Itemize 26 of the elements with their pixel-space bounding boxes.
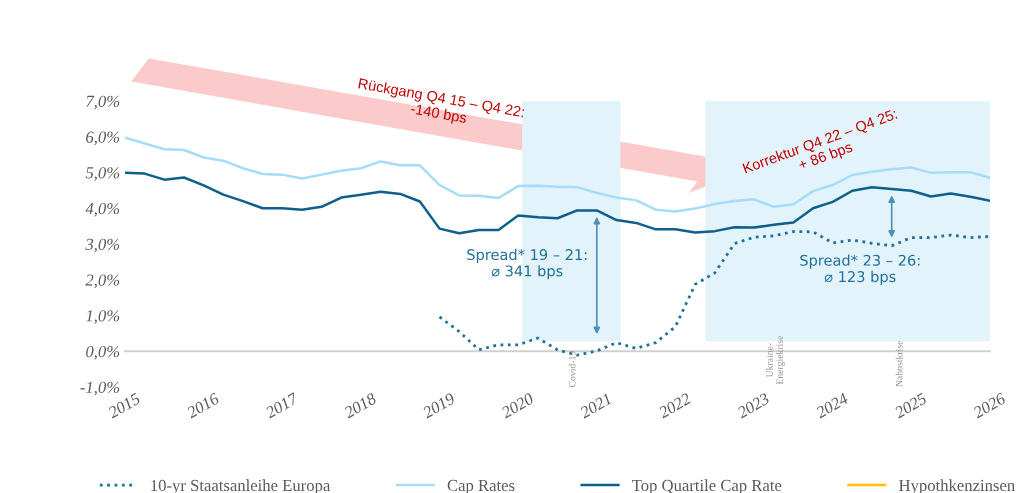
x-tick-label: 2020 <box>500 392 535 419</box>
x-tick-label: 2023 <box>736 392 771 419</box>
x-tick-label: 2017 <box>264 391 300 419</box>
annotation: Nahostkrise <box>895 340 903 387</box>
y-tick-label: 2,0% <box>85 274 120 289</box>
x-tick-label: 2021 <box>578 393 612 419</box>
x-tick-label: 2022 <box>657 392 692 419</box>
y-tick-label: 3,0% <box>85 238 120 253</box>
annotation: Ukraine- Energiekrise <box>765 335 785 385</box>
x-tick-label: 2019 <box>421 392 456 419</box>
x-tick-label: 2024 <box>814 392 849 419</box>
y-tick-label: 5,0% <box>85 167 120 181</box>
annotation: Covid-19 <box>568 351 576 388</box>
y-tick-label: 6,0% <box>86 131 120 146</box>
y-tick-label: 0,0% <box>86 345 120 360</box>
x-tick-label: 2025 <box>893 392 928 419</box>
x-tick-label: 2018 <box>342 392 378 419</box>
annotation: Spread* 19 – 21: ⌀ 341 bps <box>467 248 587 280</box>
line-series <box>125 171 990 235</box>
annotation: Rückgang Q4 15 – Q4 22: -140 bps <box>357 77 525 126</box>
x-tick-label: 2016 <box>185 392 221 419</box>
x-tick-label: 2026 <box>972 392 1007 419</box>
y-tick-label: 4,0% <box>85 202 120 217</box>
y-tick-label: 7,0% <box>86 95 120 110</box>
y-tick-label: 1,0% <box>86 310 120 324</box>
annotation: Spread* 23 – 26: ⌀ 123 bps <box>800 254 920 285</box>
